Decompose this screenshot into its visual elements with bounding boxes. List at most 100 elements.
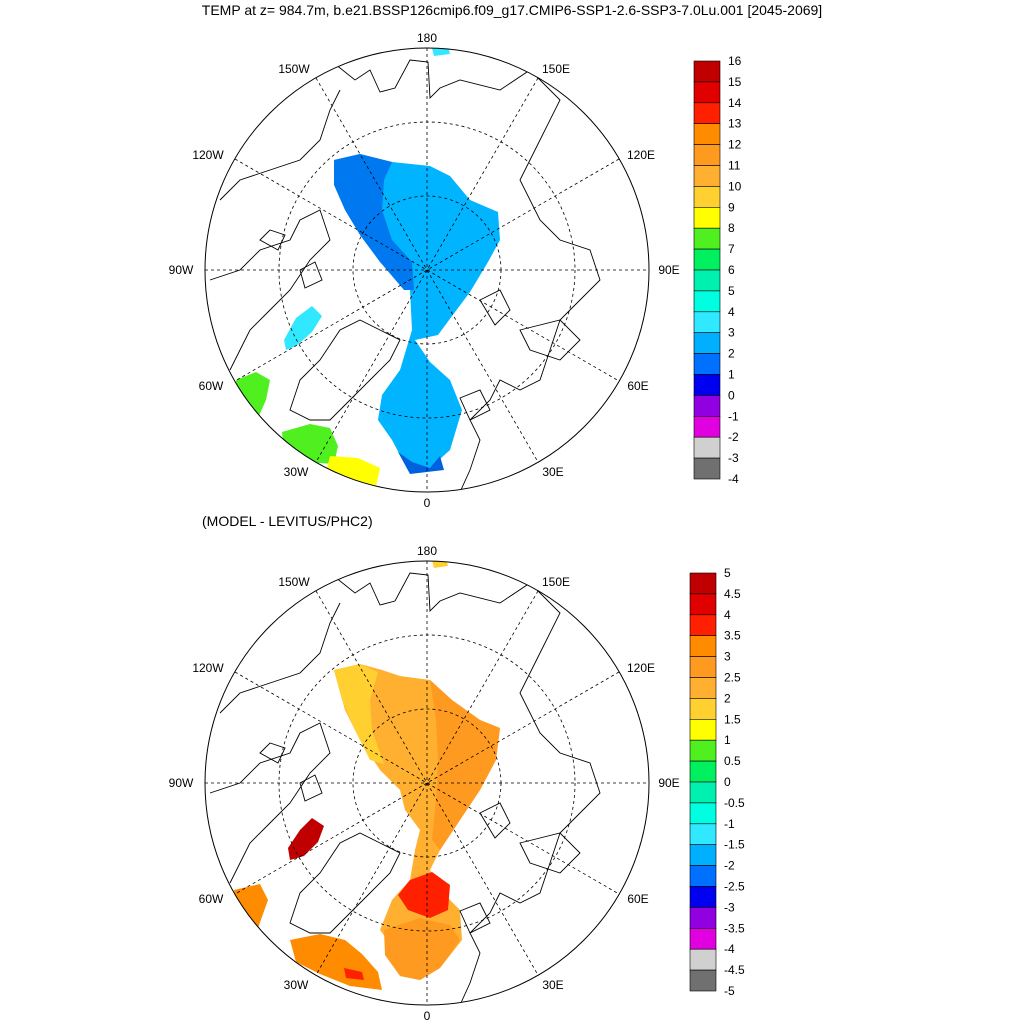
bottom-lon-labels: 180 150W 150E 120W 120E 90W 90E 60W 60E … xyxy=(169,544,680,1023)
bottom-colorbar-label: 4.5 xyxy=(724,587,741,601)
bottom-coastlines xyxy=(209,572,601,1005)
top-colorbar-box xyxy=(693,165,721,187)
top-colorbar-label: 6 xyxy=(728,263,735,277)
bottom-colorbar-box xyxy=(689,572,717,595)
bottom-colorbar-box xyxy=(689,760,717,783)
top-colorbar-box xyxy=(693,144,721,166)
top-colorbar-box xyxy=(693,415,721,438)
bottom-colorbar-label: -2 xyxy=(724,859,735,873)
bottom-colorbar-box xyxy=(689,739,717,762)
bottom-map-boundary xyxy=(204,560,650,1006)
top-colorbar-box xyxy=(693,248,721,271)
bottom-colorbar-label: 2.5 xyxy=(724,671,741,685)
bottom-colorbar-box xyxy=(689,823,717,845)
bot-lon-0: 0 xyxy=(424,1009,431,1023)
bottom-colorbar-box xyxy=(689,718,717,741)
top-lon-180: 180 xyxy=(417,31,437,45)
bot-lon-30e: 30E xyxy=(542,978,563,992)
top-colorbar-box xyxy=(693,436,721,459)
bottom-graticule xyxy=(205,561,649,1005)
bottom-polar-map: 180 150W 150E 120W 120E 90W 90E 60W 60E … xyxy=(169,544,680,1023)
bottom-colorbar-box xyxy=(689,677,717,699)
top-lon-60e: 60E xyxy=(627,379,648,393)
top-bering-patch xyxy=(432,48,450,56)
bot-lon-150e: 150E xyxy=(542,575,570,589)
bottom-colorbar-box xyxy=(689,593,717,616)
bot-region-35to4 xyxy=(398,872,450,918)
bot-region-3to35-south xyxy=(384,918,460,980)
bottom-colorbar-box xyxy=(689,969,717,992)
top-colorbar-label: 0 xyxy=(728,388,735,402)
bot-region-25to3 xyxy=(430,680,500,850)
bot-lon-90w: 90W xyxy=(169,776,194,790)
bottom-colorbar-box xyxy=(689,865,717,887)
top-polar-map: 180 150W 150E 120W 120E 90W 90E 60W 60E … xyxy=(169,31,680,510)
bottom-colorbar-box xyxy=(689,656,717,678)
top-lon-150e: 150E xyxy=(542,62,570,76)
top-colorbar-box xyxy=(693,374,721,396)
bottom-colorbar-label: 5 xyxy=(724,566,731,580)
top-colorbar-box xyxy=(693,395,721,417)
bot-baffin-patch xyxy=(288,818,324,860)
top-colorbar-label: -2 xyxy=(728,430,739,444)
bottom-colorbar-label: 0 xyxy=(724,775,731,789)
bottom-colorbar-box xyxy=(689,802,717,825)
bot-lon-90e: 90E xyxy=(658,776,679,790)
top-colorbar-box xyxy=(693,457,721,480)
top-map-boundary xyxy=(204,47,650,493)
top-colorbar-box xyxy=(693,311,721,333)
bot-region-15to2 xyxy=(334,664,384,764)
bottom-colorbar-label: -1 xyxy=(724,817,735,831)
top-baffin-patch xyxy=(284,306,322,350)
bot-lon-120e: 120E xyxy=(627,661,655,675)
top-lon-90w: 90W xyxy=(169,263,194,277)
top-colorbar-box xyxy=(693,290,721,313)
bot-lon-60e: 60E xyxy=(627,892,648,906)
top-lon-30w: 30W xyxy=(284,465,309,479)
bottom-colorbar-label: 1 xyxy=(724,733,731,747)
top-colorbar-box xyxy=(693,102,721,125)
bottom-colorbar-label: -4.5 xyxy=(724,963,745,977)
top-colorbar-label: 1 xyxy=(728,368,735,382)
bottom-colorbar-label: -5 xyxy=(724,984,735,998)
bottom-colorbar-label: -4 xyxy=(724,942,735,956)
bottom-colorbar-box xyxy=(689,781,717,804)
top-graticule xyxy=(205,48,649,492)
top-region-1to2 xyxy=(334,154,414,290)
bottom-colorbar-label: -3 xyxy=(724,900,735,914)
difference-panel-subtitle: (MODEL - LEVITUS/PHC2) xyxy=(202,513,373,529)
top-lon-120e: 120E xyxy=(627,148,655,162)
top-colorbar-label: -3 xyxy=(728,451,739,465)
top-colorbar-box xyxy=(693,81,721,104)
bot-lon-150w: 150W xyxy=(278,575,310,589)
top-colorbar-box xyxy=(693,60,721,83)
top-colorbar-box xyxy=(693,332,721,354)
top-lon-150w: 150W xyxy=(278,62,310,76)
bottom-colorbar-label: 1.5 xyxy=(724,712,741,726)
top-colorbar-box xyxy=(693,123,721,145)
top-colorbar-label: 14 xyxy=(728,96,742,110)
bot-labrador-patch xyxy=(234,884,268,928)
top-lon-120w: 120W xyxy=(192,148,224,162)
bot-lon-120w: 120W xyxy=(192,661,224,675)
bottom-colorbar-label: 3.5 xyxy=(724,629,741,643)
bottom-colorbar-box xyxy=(689,886,717,908)
bottom-colorbar-box xyxy=(689,614,717,636)
top-colorbar-label: 9 xyxy=(728,200,735,214)
bottom-colorbar-label: 0.5 xyxy=(724,754,741,768)
top-labrador-patch xyxy=(236,372,270,418)
bottom-colorbar-label: -3.5 xyxy=(724,921,745,935)
top-region-1to2-south xyxy=(398,452,444,474)
figure-title: TEMP at z= 984.7m, b.e21.BSSP126cmip6.f0… xyxy=(201,2,823,18)
bot-lon-60w: 60W xyxy=(199,892,224,906)
top-colorbar-label: 8 xyxy=(728,221,735,235)
bottom-colorbar-box xyxy=(689,635,717,657)
top-colorbar-box xyxy=(693,269,721,292)
top-lon-60w: 60W xyxy=(199,379,224,393)
top-colorbar-label: 15 xyxy=(728,75,742,89)
bot-lon-180: 180 xyxy=(417,544,437,558)
bottom-colorbar-label: 2 xyxy=(724,691,731,705)
bot-bering-patch xyxy=(432,561,448,568)
bottom-colorbar-box xyxy=(689,927,717,950)
